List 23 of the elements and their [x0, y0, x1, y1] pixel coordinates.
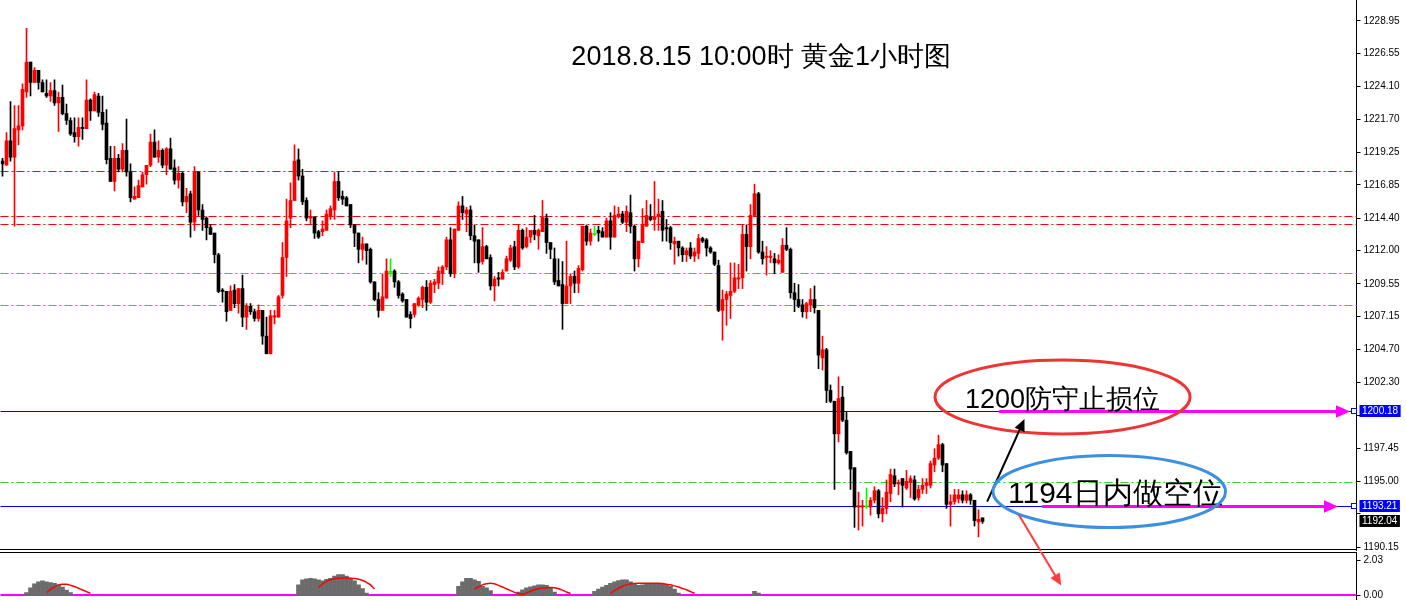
- y-tick-label: 1190.15: [1363, 540, 1400, 552]
- y-tick-label: 1209.55: [1363, 277, 1401, 289]
- text: 1192.04: [1362, 515, 1398, 527]
- y-tick-label: 1226.55: [1363, 47, 1401, 59]
- y-tick-label: 1221.70: [1363, 112, 1401, 124]
- y-tick-label: 2.03: [1363, 554, 1384, 566]
- y-tick-label: 1216.85: [1363, 178, 1401, 190]
- y-tick-label: 1207.15: [1363, 310, 1401, 322]
- y-tick-label: 1204.70: [1363, 343, 1401, 355]
- y-tick-label: 1219.25: [1363, 146, 1401, 158]
- text: 2018.8.15 10:00时 黄金1小时图: [571, 41, 952, 72]
- annotation: 1194日内做空位: [1008, 475, 1223, 509]
- y-tick-label: 1197.45: [1363, 441, 1400, 453]
- ref-line-label: 1193.21: [1362, 500, 1398, 512]
- y-tick-label: 1228.95: [1363, 14, 1401, 26]
- y-tick-label: 1212.00: [1363, 244, 1401, 256]
- ref-line-label: 1200.18: [1362, 405, 1399, 417]
- y-tick-label: 1202.30: [1363, 376, 1401, 387]
- annotation: 1200防守止损位: [965, 384, 1161, 415]
- y-tick-label: 0.00: [1363, 588, 1384, 600]
- y-tick-label: 1214.40: [1363, 211, 1401, 223]
- y-tick-label: 1224.10: [1363, 80, 1401, 92]
- y-tick-label: 1195.00: [1363, 475, 1400, 487]
